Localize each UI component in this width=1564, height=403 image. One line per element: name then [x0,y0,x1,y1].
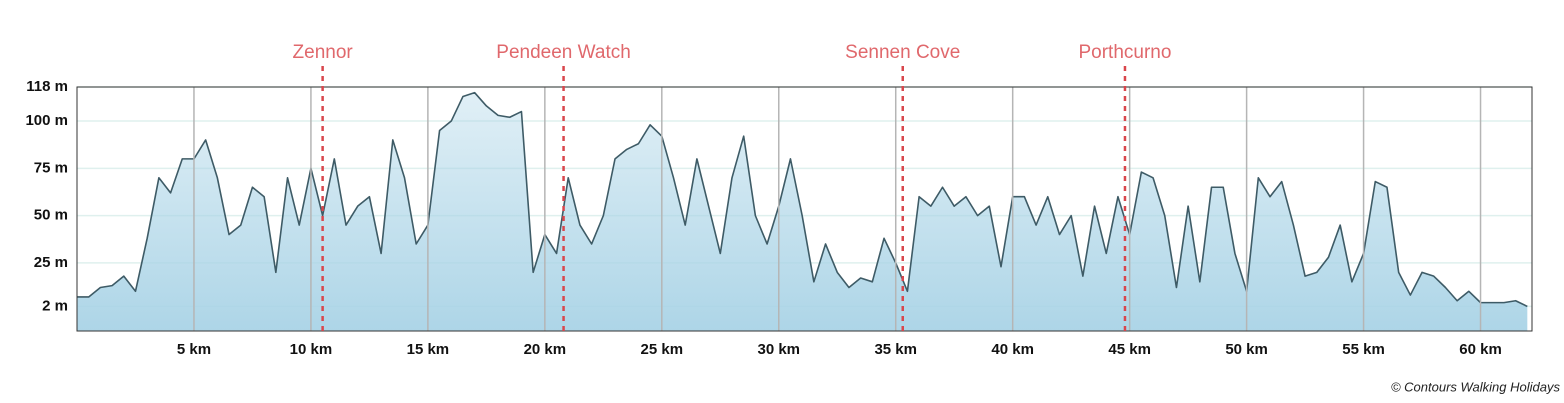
y-tick-label: 50 m [34,207,68,224]
x-tick-label: 15 km [407,341,450,358]
x-tick-label: 40 km [991,341,1034,358]
x-tick-label: 10 km [290,341,333,358]
x-tick-label: 50 km [1225,341,1268,358]
y-tick-label: 75 m [34,159,68,176]
place-label: Zennor [293,42,354,63]
elevation-area [77,92,1528,332]
place-label: Pendeen Watch [496,42,631,63]
x-tick-label: 60 km [1459,341,1502,358]
place-label: Sennen Cove [845,42,960,63]
x-tick-label: 30 km [757,341,800,358]
x-tick-label: 5 km [177,341,211,358]
x-tick-label: 55 km [1342,341,1385,358]
place-label: Porthcurno [1078,42,1171,63]
y-tick-label: 118 m [26,78,68,95]
x-tick-label: 25 km [641,341,684,358]
y-tick-label: 25 m [34,254,68,271]
x-tick-label: 35 km [874,341,917,358]
x-tick-label: 20 km [524,341,567,358]
y-tick-label: 100 m [25,112,68,129]
plot-frame [76,86,1533,332]
y-tick-label: 2 m [42,297,68,314]
x-tick-label: 45 km [1108,341,1151,358]
credit: © Contours Walking Holidays [1391,379,1561,394]
elevation-line [77,91,1528,308]
